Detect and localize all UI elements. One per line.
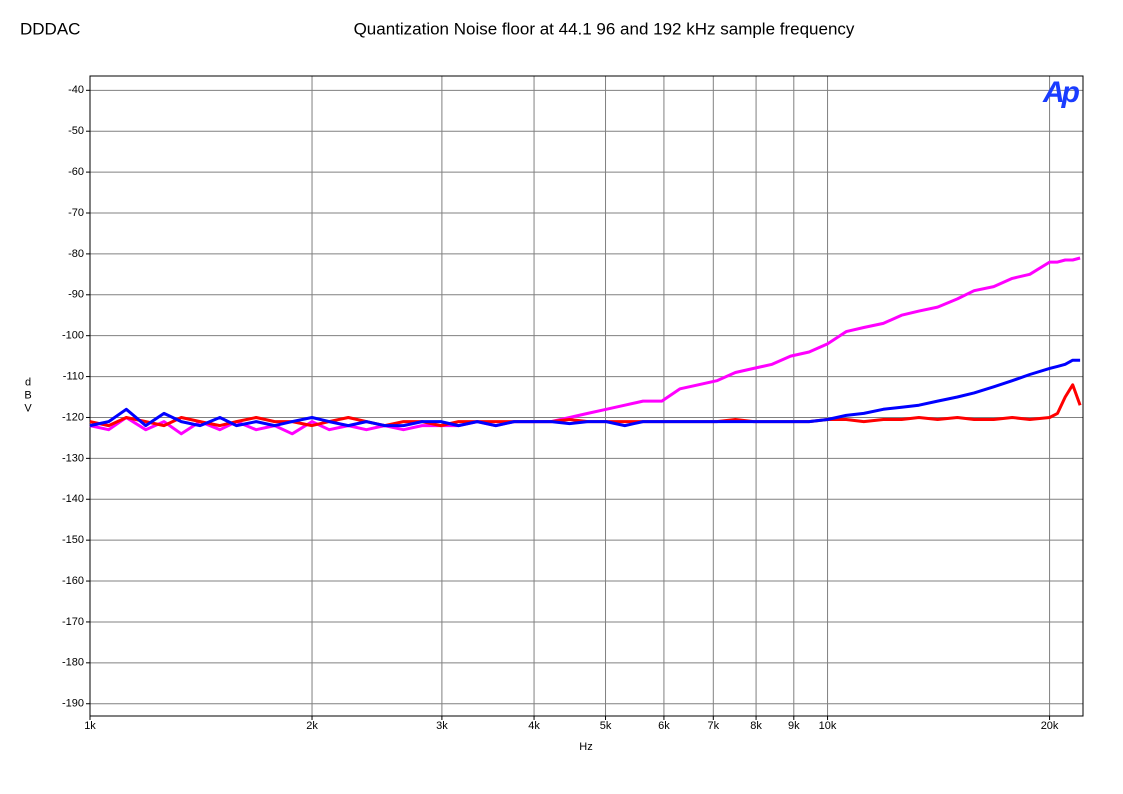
y-tick-label: -120: [62, 411, 84, 423]
x-tick-label: 6k: [658, 720, 670, 732]
chart-subtitle: DDDAC: [20, 19, 80, 38]
x-tick-label: 10k: [819, 720, 837, 732]
y-tick-label: -90: [68, 289, 84, 301]
y-tick-label: -140: [62, 493, 84, 505]
y-tick-label: -80: [68, 248, 84, 260]
y-tick-label: -170: [62, 616, 84, 628]
y-tick-label: -50: [68, 125, 84, 137]
x-axis-label: Hz: [579, 741, 592, 753]
x-tick-label: 2k: [306, 720, 318, 732]
x-tick-label: 3k: [436, 720, 448, 732]
y-tick-label: -40: [68, 84, 84, 96]
y-tick-label: -160: [62, 575, 84, 587]
series-line: [89, 256, 1081, 436]
series-line: [89, 358, 1081, 428]
y-tick-label: -130: [62, 452, 84, 464]
x-tick-label: 8k: [750, 720, 762, 732]
plot-frame: [89, 75, 1084, 717]
chart-title: Quantization Noise floor at 44.1 96 and …: [354, 19, 855, 38]
y-tick-label: -190: [62, 698, 84, 710]
y-tick-label: -100: [62, 330, 84, 342]
y-tick-label: -180: [62, 657, 84, 669]
x-tick-label: 5k: [600, 720, 612, 732]
y-tick-label: -70: [68, 207, 84, 219]
x-tick-label: 4k: [528, 720, 540, 732]
x-tick-label: 7k: [707, 720, 719, 732]
y-tick-label: -60: [68, 166, 84, 178]
y-tick-label: -150: [62, 534, 84, 546]
x-tick-label: 9k: [788, 720, 800, 732]
x-tick-label: 1k: [84, 720, 96, 732]
y-tick-label: -110: [63, 370, 84, 382]
logo: Ap: [1042, 76, 1080, 109]
y-axis-label: dBV: [22, 377, 34, 416]
x-tick-label: 20k: [1041, 720, 1059, 732]
